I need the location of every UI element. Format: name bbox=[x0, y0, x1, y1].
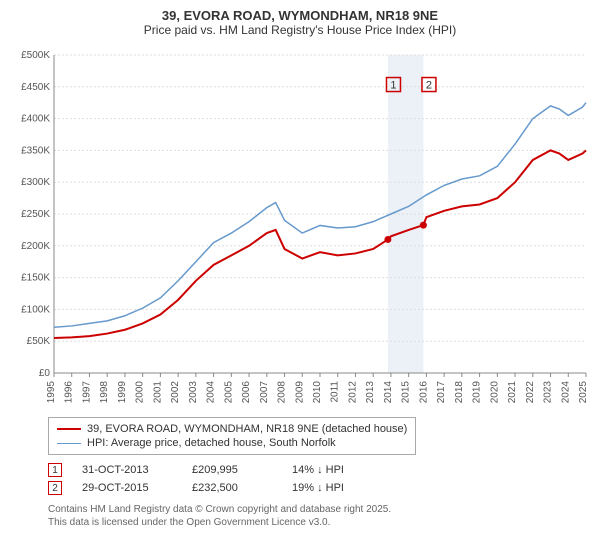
svg-text:2: 2 bbox=[426, 80, 432, 92]
svg-text:£100K: £100K bbox=[21, 304, 50, 315]
svg-text:2004: 2004 bbox=[206, 381, 217, 404]
svg-text:2020: 2020 bbox=[489, 381, 500, 404]
legend-item: HPI: Average price, detached house, Sout… bbox=[57, 436, 407, 450]
svg-text:1996: 1996 bbox=[64, 381, 75, 404]
svg-text:2010: 2010 bbox=[312, 381, 323, 404]
chart-subtitle: Price paid vs. HM Land Registry's House … bbox=[8, 23, 592, 37]
svg-text:£300K: £300K bbox=[21, 177, 50, 188]
transaction-price: £209,995 bbox=[192, 464, 292, 476]
svg-text:2015: 2015 bbox=[401, 381, 412, 404]
svg-text:1998: 1998 bbox=[99, 381, 110, 404]
svg-text:1: 1 bbox=[390, 80, 396, 92]
svg-text:£250K: £250K bbox=[21, 209, 50, 220]
legend-swatch bbox=[57, 428, 81, 430]
transaction-pct: 19% ↓ HPI bbox=[292, 482, 392, 494]
svg-text:2018: 2018 bbox=[454, 381, 465, 404]
svg-text:2006: 2006 bbox=[241, 381, 252, 404]
svg-text:£500K: £500K bbox=[21, 50, 50, 61]
svg-text:2021: 2021 bbox=[507, 381, 518, 404]
svg-text:2001: 2001 bbox=[152, 381, 163, 404]
svg-text:2014: 2014 bbox=[383, 381, 394, 404]
svg-text:2013: 2013 bbox=[365, 381, 376, 404]
transaction-marker: 1 bbox=[48, 463, 62, 477]
svg-text:2011: 2011 bbox=[330, 381, 341, 403]
svg-text:2009: 2009 bbox=[294, 381, 305, 404]
svg-text:2023: 2023 bbox=[543, 381, 554, 404]
footer-line1: Contains HM Land Registry data © Crown c… bbox=[48, 503, 590, 516]
footer: Contains HM Land Registry data © Crown c… bbox=[48, 503, 590, 529]
svg-text:2024: 2024 bbox=[560, 381, 571, 404]
svg-text:£450K: £450K bbox=[21, 82, 50, 93]
svg-text:2022: 2022 bbox=[525, 381, 536, 404]
svg-text:£200K: £200K bbox=[21, 241, 50, 252]
svg-text:2007: 2007 bbox=[259, 381, 270, 404]
svg-text:2016: 2016 bbox=[418, 381, 429, 404]
svg-text:2012: 2012 bbox=[347, 381, 358, 404]
svg-text:2019: 2019 bbox=[472, 381, 483, 404]
legend: 39, EVORA ROAD, WYMONDHAM, NR18 9NE (det… bbox=[48, 417, 416, 455]
transaction-marker: 2 bbox=[48, 481, 62, 495]
legend-item: 39, EVORA ROAD, WYMONDHAM, NR18 9NE (det… bbox=[57, 422, 407, 436]
svg-text:2017: 2017 bbox=[436, 381, 447, 404]
svg-text:£350K: £350K bbox=[21, 145, 50, 156]
transaction-table: 1 31-OCT-2013£209,99514% ↓ HPI 2 29-OCT-201… bbox=[48, 461, 592, 497]
svg-text:1997: 1997 bbox=[81, 381, 92, 404]
transaction-row: 1 31-OCT-2013£209,99514% ↓ HPI bbox=[48, 461, 592, 479]
svg-text:2008: 2008 bbox=[277, 381, 288, 404]
svg-text:£150K: £150K bbox=[21, 273, 50, 284]
svg-text:£400K: £400K bbox=[21, 114, 50, 125]
transaction-date: 29-OCT-2015 bbox=[82, 482, 192, 494]
legend-label: HPI: Average price, detached house, Sout… bbox=[87, 437, 336, 449]
chart-area: £0 £50K £100K £150K £200K £250K £300K £350K £400… bbox=[8, 43, 592, 413]
legend-label: 39, EVORA ROAD, WYMONDHAM, NR18 9NE (det… bbox=[87, 423, 407, 435]
svg-text:2003: 2003 bbox=[188, 381, 199, 404]
transaction-pct: 14% ↓ HPI bbox=[292, 464, 392, 476]
svg-text:2025: 2025 bbox=[578, 381, 589, 404]
svg-text:1995: 1995 bbox=[46, 381, 57, 404]
svg-text:£0: £0 bbox=[39, 368, 51, 379]
transaction-row: 2 29-OCT-2015£232,50019% ↓ HPI bbox=[48, 479, 592, 497]
footer-line2: This data is licensed under the Open Gov… bbox=[48, 516, 590, 529]
svg-text:1999: 1999 bbox=[117, 381, 128, 404]
svg-text:£50K: £50K bbox=[27, 336, 51, 347]
line-chart: £0 £50K £100K £150K £200K £250K £300K £350K £400… bbox=[8, 43, 592, 413]
svg-text:2000: 2000 bbox=[135, 381, 146, 404]
svg-text:2005: 2005 bbox=[223, 381, 234, 404]
legend-swatch bbox=[57, 443, 81, 444]
chart-title: 39, EVORA ROAD, WYMONDHAM, NR18 9NE bbox=[8, 8, 592, 23]
svg-text:2002: 2002 bbox=[170, 381, 181, 404]
transaction-date: 31-OCT-2013 bbox=[82, 464, 192, 476]
transaction-price: £232,500 bbox=[192, 482, 292, 494]
